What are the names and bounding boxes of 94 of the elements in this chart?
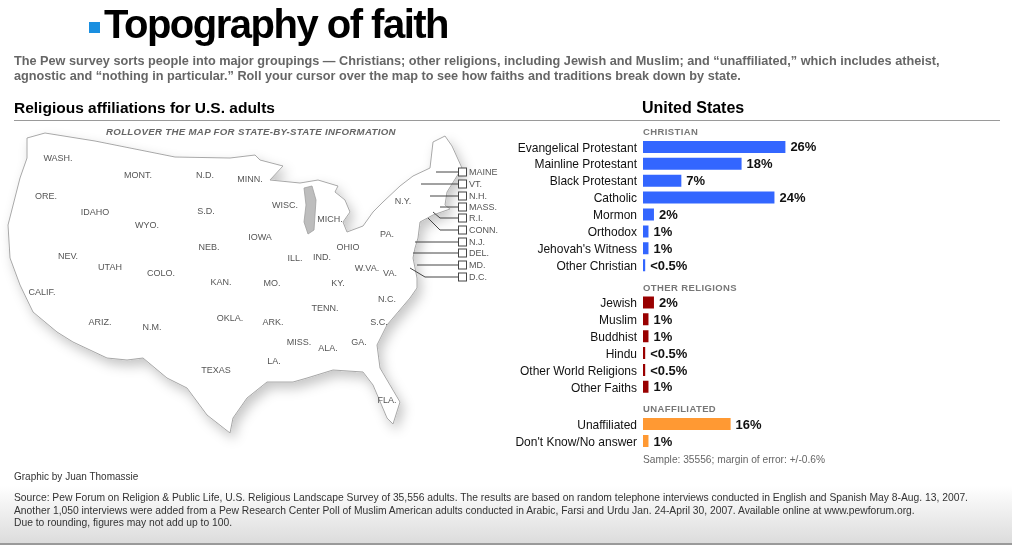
text: IOWA <box>248 232 272 243</box>
text: Another 1,050 interviews were added from a Pew Research Center Poll of Muslim American adults conducted in Arabic, Farsi and Urdu Jan. 24-April 30, 2007. Available online at www.pewforum.org. <box>14 504 915 517</box>
text: VT. <box>469 179 483 190</box>
text: MONT. <box>124 170 152 181</box>
text: ARIZ. <box>88 317 112 328</box>
text: N.C. <box>378 294 396 305</box>
text: Due to rounding, figures may not add up to 100. <box>14 517 233 529</box>
text: ORE. <box>34 191 58 202</box>
y-tick-label: Catholic <box>593 191 637 206</box>
text: The Pew survey sorts people into major groupings — Christians; other religions, including Jewish and Muslim; and “unaffiliated,” which includes atheist, agnostic and “nothing in particular.” Roll your cursor over the map to see how faiths and traditions break down by state. <box>14 54 941 84</box>
text: PA. <box>380 229 394 240</box>
data-label: 18% <box>746 156 774 172</box>
y-tick-label: Mainline Protestant <box>534 157 638 172</box>
text: MAINE <box>469 167 498 178</box>
text: CALIF. <box>28 287 56 298</box>
text: D.C. <box>469 272 487 283</box>
y-tick-label: Hindu <box>605 346 637 361</box>
data-label: 1% <box>653 328 673 344</box>
text: NEB. <box>198 242 220 253</box>
text: TENN. <box>311 303 339 314</box>
y-tick-label: Jehovah's Witness <box>537 241 637 256</box>
text: ALA. <box>318 343 338 354</box>
text: LA. <box>267 356 281 367</box>
text: N.J. <box>469 237 486 248</box>
data-label: 1% <box>653 311 673 327</box>
text: Religious affiliations for U.S. adults <box>14 99 275 117</box>
y-tick-label: Unaffiliated <box>577 417 637 432</box>
data-label: 2% <box>658 207 679 223</box>
text: IDAHO <box>80 207 110 218</box>
text: DEL. <box>469 248 490 259</box>
text: MICH. <box>317 214 343 225</box>
text: Graphic by Juan Thomassie <box>14 471 139 483</box>
data-label: 1% <box>653 379 673 395</box>
data-label: <0.5% <box>650 345 688 361</box>
text: N.D. <box>196 170 214 181</box>
y-tick-label: Jewish <box>600 296 637 311</box>
text: W.VA. <box>354 263 380 274</box>
text: KAN. <box>210 277 232 288</box>
text: ARK. <box>262 317 284 328</box>
series-label: OTHER RELIGIONS <box>643 281 737 293</box>
text: S.D. <box>197 206 215 217</box>
text: MINN. <box>237 174 263 185</box>
source-note: Source: Pew Forum on Religion & Public Life, U.S. Religious Landscape Survey of 35,556 adults. The results are based on random telephone interviews conducted in English and Spanish May 8-Aug. 13, 2007. <box>14 492 968 504</box>
data-label: 24% <box>779 190 806 206</box>
text: WYO. <box>135 220 159 231</box>
text: TEXAS <box>201 365 231 376</box>
y-tick-label: Mormon <box>593 208 637 223</box>
text: GA. <box>351 337 367 348</box>
text: ILL. <box>287 253 303 264</box>
text: IND. <box>313 252 331 263</box>
data-label: 16% <box>735 416 763 432</box>
data-label: 1% <box>653 240 673 256</box>
text: NEV. <box>57 251 79 262</box>
text: UTAH <box>98 262 122 273</box>
data-label: 2% <box>658 294 679 310</box>
text: COLO. <box>146 268 176 279</box>
text: N.M. <box>142 322 162 333</box>
text: MASS. <box>469 202 498 213</box>
text: R.I. <box>469 213 484 224</box>
text: MO. <box>263 278 281 289</box>
series-label: UNAFFILIATED <box>643 403 717 415</box>
y-tick-label: Don't Know/No answer <box>515 434 637 449</box>
data-label: 26% <box>790 139 817 155</box>
text: S.C. <box>370 317 388 328</box>
y-tick-label: Other World Religions <box>519 363 637 378</box>
data-label: <0.5% <box>650 362 688 378</box>
text: OHIO <box>336 242 360 253</box>
text: WASH. <box>43 153 73 164</box>
data-label: 1% <box>653 433 673 449</box>
text: FLA. <box>377 395 397 406</box>
y-tick-label: Evangelical Protestant <box>517 140 638 155</box>
y-tick-label: Black Protestant <box>549 174 638 189</box>
text: WISC. <box>272 200 298 211</box>
series-label: CHRISTIAN <box>643 126 699 138</box>
text: United States <box>642 99 745 117</box>
text: VA. <box>383 268 397 279</box>
text: MD. <box>469 260 486 271</box>
text: Topography of faith <box>104 1 449 47</box>
text: OKLA. <box>216 313 244 324</box>
text: N.Y. <box>394 196 412 207</box>
y-tick-label: Other Christian <box>556 258 637 273</box>
text: MISS. <box>286 337 312 348</box>
data-label: <0.5% <box>650 257 688 273</box>
y-tick-label: Buddhist <box>590 329 638 344</box>
text: CONN. <box>469 225 498 236</box>
text: N.H. <box>469 191 487 202</box>
y-tick-label: Other Faiths <box>571 380 637 395</box>
data-label: 1% <box>653 223 673 239</box>
text: KY. <box>331 278 345 289</box>
y-tick-label: Orthodox <box>587 225 638 240</box>
text: Sample: 35556; margin of error: +/-0.6% <box>643 454 826 466</box>
text: ROLLOVER THE MAP FOR STATE-BY-STATE INFORMATION <box>106 126 396 138</box>
data-label: 7% <box>686 173 706 189</box>
y-tick-label: Muslim <box>599 312 638 327</box>
